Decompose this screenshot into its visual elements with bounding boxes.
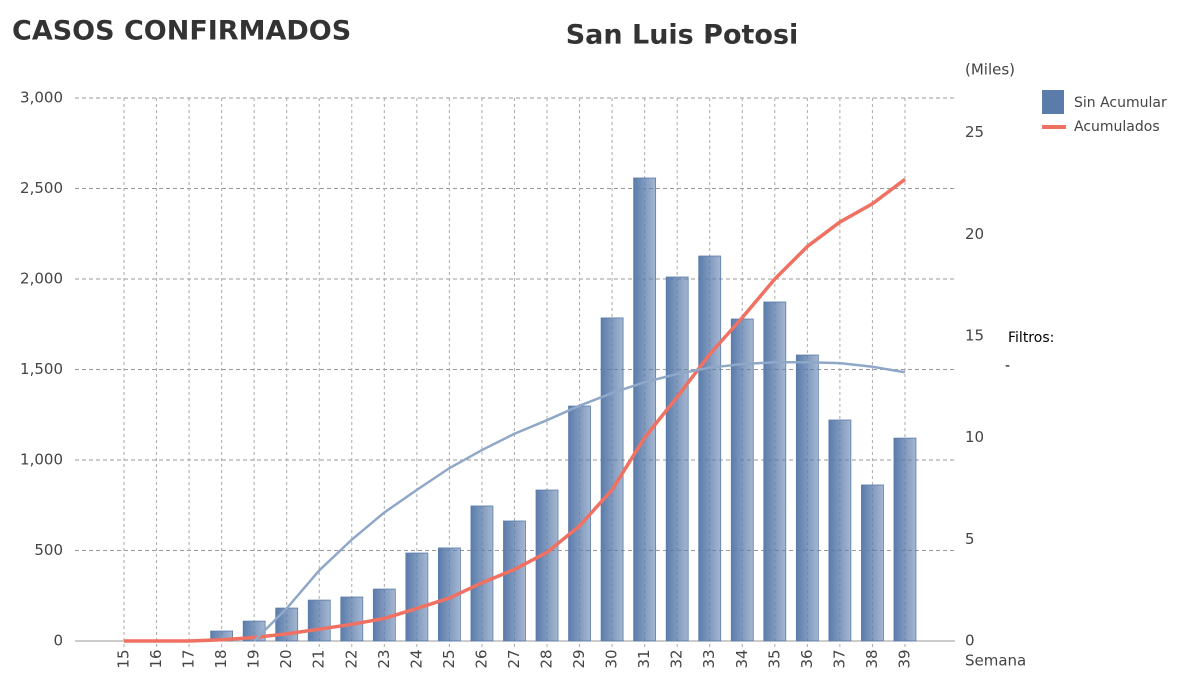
y-tick-label: 2,500 xyxy=(20,179,63,197)
x-tick-label: 30 xyxy=(603,649,621,668)
bar xyxy=(405,552,429,642)
bar xyxy=(795,354,819,642)
x-tick-label: 33 xyxy=(700,649,718,668)
x-tick-label: 25 xyxy=(440,649,458,668)
bar xyxy=(665,276,689,642)
trend-line xyxy=(253,361,906,642)
x-tick-label: 38 xyxy=(863,649,881,668)
x-tick-label: 22 xyxy=(342,649,360,668)
x-tick-label: 23 xyxy=(375,649,393,668)
bar xyxy=(828,419,852,642)
x-tick-label: 36 xyxy=(798,649,816,668)
x-tick-label: 34 xyxy=(733,649,751,668)
x-tick-label: 24 xyxy=(407,649,425,668)
chart-title: San Luis Potosi xyxy=(566,20,799,51)
y-tick-label: 500 xyxy=(34,541,63,559)
y2-tick-label: 20 xyxy=(965,225,984,243)
legend-label: Acumulados xyxy=(1074,119,1160,135)
bar xyxy=(893,437,917,642)
header: CASOS CONFIRMADOS xyxy=(12,16,351,47)
x-tick-label: 37 xyxy=(830,649,848,668)
x-tick-label: 18 xyxy=(212,649,230,668)
x-tick-label: 21 xyxy=(310,649,328,668)
y-tick-label: 2,000 xyxy=(20,270,63,288)
y2-tick-label: 25 xyxy=(965,123,984,141)
bar xyxy=(340,596,364,642)
y2-axis-label: (Miles) xyxy=(965,61,1015,79)
bar xyxy=(535,489,559,642)
x-tick-label: 26 xyxy=(472,649,490,668)
bar xyxy=(470,505,494,642)
y2-tick-label: 0 xyxy=(965,632,975,650)
x-tick-label: 31 xyxy=(635,649,653,668)
bar xyxy=(730,318,754,642)
bar xyxy=(307,599,331,642)
x-tick-label: 29 xyxy=(570,649,588,668)
y-tick-label: 1,500 xyxy=(20,360,63,378)
legend-swatch xyxy=(1042,90,1064,114)
x-tick-label: 28 xyxy=(538,649,556,668)
bar xyxy=(698,255,722,642)
bar xyxy=(600,317,624,642)
legend-label: Sin Acumular xyxy=(1074,95,1167,111)
x-tick-label: 39 xyxy=(895,649,913,668)
line xyxy=(124,177,907,643)
x-tick-label: 20 xyxy=(277,649,295,668)
bar xyxy=(633,177,657,642)
bar xyxy=(503,520,526,642)
filter-value: - xyxy=(1005,358,1010,374)
y2-tick-label: 15 xyxy=(965,326,984,344)
x-tick-label: 32 xyxy=(668,649,686,668)
y2-tick-label: 5 xyxy=(965,530,975,548)
x-tick-label: 27 xyxy=(505,649,523,668)
y-tick-label: 1,000 xyxy=(20,451,63,469)
x-tick-label: 35 xyxy=(765,649,783,668)
y-tick-label: 3,000 xyxy=(20,89,63,107)
x-tick-label: 16 xyxy=(147,649,165,668)
x-tick-label: 15 xyxy=(115,649,133,668)
bar xyxy=(861,484,884,642)
filter-label: Filtros: xyxy=(1008,330,1054,346)
x-axis-label: Semana xyxy=(965,652,1026,670)
bar xyxy=(763,301,787,642)
y2-tick-label: 10 xyxy=(965,428,984,446)
y-tick-label: 0 xyxy=(53,632,63,650)
x-tick-label: 17 xyxy=(180,649,198,668)
x-tick-label: 19 xyxy=(245,649,263,668)
